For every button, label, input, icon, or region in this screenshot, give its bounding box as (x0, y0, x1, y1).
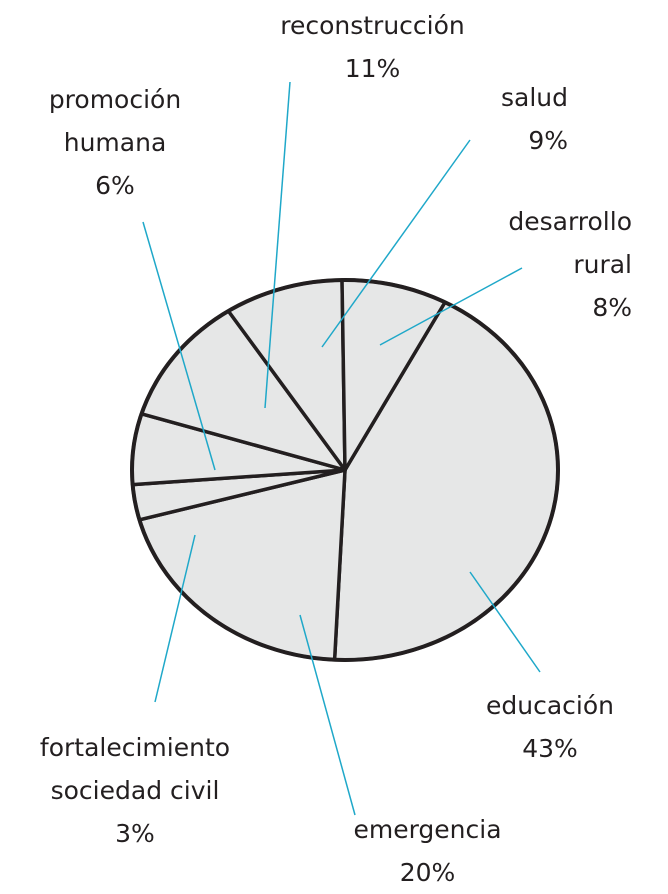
leader-line (154, 534, 196, 703)
category-label: fortalecimiento sociedad civil (39, 733, 231, 805)
value-label: 8% (592, 293, 632, 322)
slice-label: promoción humana 6% (30, 78, 200, 207)
value-label: 20% (399, 858, 456, 887)
category-label: salud (500, 83, 568, 112)
leader-line (469, 571, 541, 673)
slice-label: desarrollo rural 8% (480, 200, 632, 329)
category-label: reconstrucción (280, 11, 465, 40)
slice-label: salud 9% (450, 76, 568, 162)
leader-line (142, 221, 216, 471)
category-label: emergencia (353, 815, 502, 844)
slice-label: emergencia 20% (320, 808, 535, 894)
slice-label: educación 43% (455, 684, 645, 770)
value-label: 3% (115, 819, 155, 848)
category-label: promoción humana (48, 85, 182, 157)
value-label: 6% (95, 171, 135, 200)
leader-line (321, 139, 471, 348)
slice-label: reconstrucción 11% (240, 4, 505, 90)
category-label: educación (486, 691, 614, 720)
value-label: 11% (344, 54, 401, 83)
value-label: 43% (522, 734, 578, 763)
category-label: desarrollo rural (508, 207, 632, 279)
slice-label: fortalecimiento sociedad civil 3% (10, 726, 260, 855)
value-label: 9% (528, 126, 568, 155)
leader-line (379, 267, 523, 346)
leader-line (299, 614, 356, 816)
pie-outline (130, 278, 560, 662)
leader-line (264, 81, 291, 409)
